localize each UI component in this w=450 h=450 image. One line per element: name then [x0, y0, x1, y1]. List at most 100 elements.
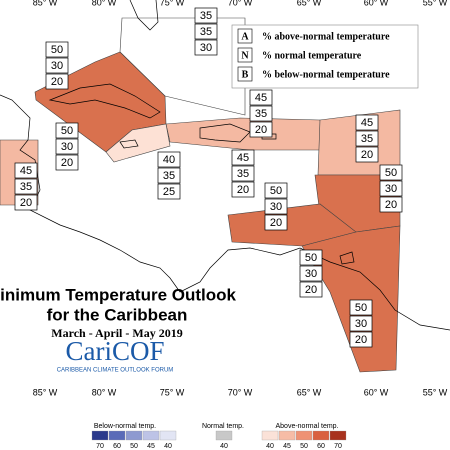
prob-value: 50	[355, 302, 367, 314]
prob-box	[379, 180, 403, 197]
prob-box	[355, 130, 379, 147]
colorbar-swatch	[312, 430, 330, 441]
colorbar-swatch	[215, 430, 233, 441]
coastlines	[0, 0, 450, 331]
legend-frame	[231, 24, 419, 89]
colorbar-tick: 70	[334, 443, 342, 450]
prob-value: 30	[385, 183, 397, 195]
prob-value: 20	[51, 76, 63, 88]
prob-box	[231, 165, 255, 182]
colorbar-tick: 45	[147, 443, 155, 450]
prob-box	[194, 23, 218, 40]
prob-box	[379, 196, 403, 213]
colorbar-swatch	[108, 430, 126, 441]
lon-label: 60° W	[364, 387, 389, 397]
colorbar-tick: 60	[317, 443, 325, 450]
prob-value: 50	[270, 185, 282, 197]
colorbar-label: Normal temp.	[202, 423, 244, 430]
region-hispaniola	[165, 117, 325, 151]
prob-box	[299, 265, 323, 282]
prob-value: 50	[61, 125, 73, 137]
prob-box	[14, 162, 38, 179]
prob-box	[14, 178, 38, 195]
prob-box	[231, 181, 255, 198]
prob-box	[349, 331, 373, 348]
prob-value: 30	[355, 318, 367, 330]
legend-text: % above-normal temperature	[262, 31, 390, 42]
prob-box	[55, 138, 79, 155]
colorbar-label: Above-normal temp.	[275, 423, 338, 430]
jamaica	[119, 139, 139, 149]
prob-value: 20	[255, 124, 267, 136]
prob-value: 35	[20, 181, 32, 193]
prob-box	[157, 183, 181, 200]
prob-box	[194, 7, 218, 24]
prob-value: 30	[200, 42, 212, 54]
prob-box	[14, 194, 38, 211]
prob-box	[45, 57, 69, 74]
prob-value: 30	[305, 268, 317, 280]
prob-value: 40	[163, 154, 175, 166]
colorbar-tick: 40	[220, 443, 228, 450]
florida	[129, 0, 159, 31]
lon-label: 70° W	[228, 0, 253, 7]
prob-value: 45	[255, 92, 267, 104]
prob-box	[349, 315, 373, 332]
colorbar-tick: 40	[266, 443, 274, 450]
hispaniola	[199, 123, 251, 143]
prob-value: 20	[20, 197, 32, 209]
lon-label: 85° W	[33, 0, 58, 7]
prob-box	[249, 121, 273, 138]
prob-box	[157, 167, 181, 184]
prob-value: 20	[61, 157, 73, 169]
cuba	[48, 83, 161, 119]
lon-label: 70° W	[228, 387, 253, 397]
prob-value: 30	[51, 60, 63, 72]
colorbar-tick: 45	[283, 443, 291, 450]
prob-box	[355, 146, 379, 163]
prob-box	[231, 149, 255, 166]
colorbar-swatch	[142, 430, 160, 441]
prob-value: 20	[270, 217, 282, 229]
prob-box	[55, 122, 79, 139]
title: Minimum Temperature Outlook	[0, 285, 237, 304]
colorbar-swatch	[261, 430, 279, 441]
region-bahamas	[119, 17, 246, 116]
prob-value: 35	[200, 26, 212, 38]
prob-value: 50	[305, 252, 317, 264]
prob-value: 20	[305, 284, 317, 296]
prob-value: 45	[361, 117, 373, 129]
prob-value: 35	[255, 108, 267, 120]
prob-value: 20	[237, 184, 249, 196]
trinidad	[339, 251, 355, 265]
region-guianas	[301, 225, 401, 373]
lon-label: 65° W	[297, 387, 322, 397]
prob-value: 35	[237, 168, 249, 180]
prob-box	[355, 114, 379, 131]
legend-letter: N	[241, 50, 249, 61]
prob-value: 25	[163, 186, 175, 198]
prob-value: 45	[20, 165, 32, 177]
lon-label: 55° W	[423, 387, 448, 397]
prob-box	[45, 73, 69, 90]
prob-value: 50	[385, 167, 397, 179]
lon-label: 60° W	[364, 0, 389, 7]
prob-box	[264, 198, 288, 215]
prob-box	[157, 151, 181, 168]
lon-label: 75° W	[160, 0, 185, 7]
prob-box	[264, 182, 288, 199]
logo-tagline: CARIBBEAN CLIMATE OUTLOOK FORUM	[57, 368, 174, 374]
colorbar-swatch	[91, 430, 109, 441]
prob-value: 20	[361, 149, 373, 161]
lon-label: 80° W	[92, 0, 117, 7]
legend-text: % normal temperature	[262, 50, 362, 61]
prob-box	[249, 89, 273, 106]
prob-box	[45, 41, 69, 58]
colorbar-tick: 50	[300, 443, 308, 450]
logo: CariCOF	[65, 336, 164, 366]
legend-key	[237, 28, 253, 44]
legend-letter: B	[242, 69, 249, 80]
legend-key	[237, 47, 253, 63]
prob-value: 35	[200, 10, 212, 22]
